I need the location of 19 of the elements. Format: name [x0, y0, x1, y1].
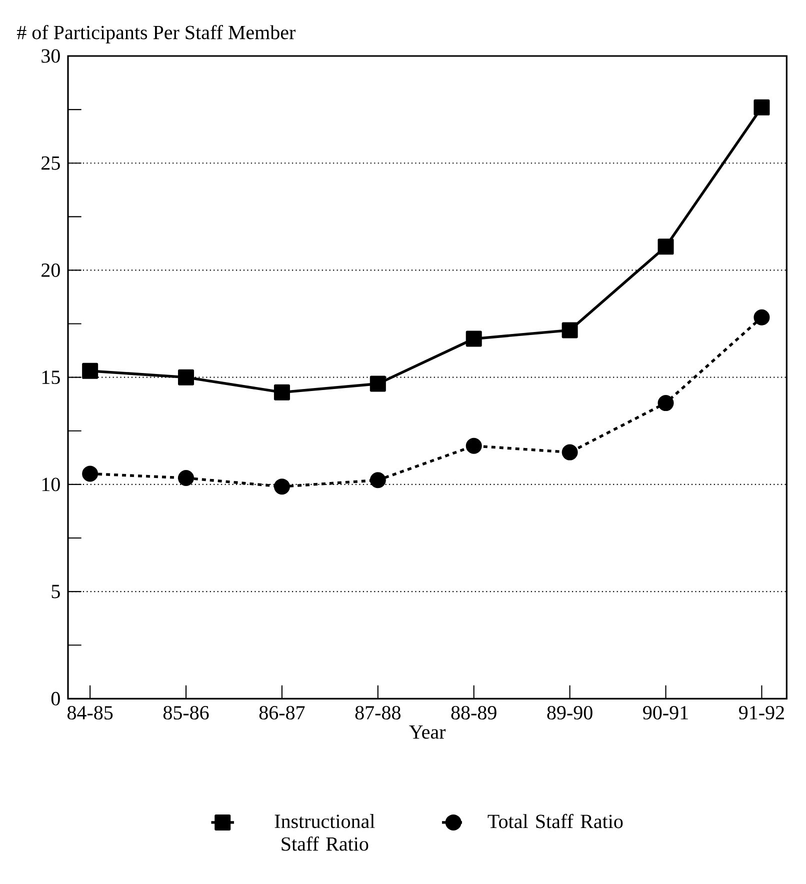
x-tick-label: 84-85 [67, 706, 113, 720]
y-tick-label: 25 [42, 156, 60, 170]
y-tick-label: 15 [42, 370, 60, 384]
x-tick-label: 89-90 [547, 706, 592, 720]
x-tick-label: 91-92 [739, 706, 784, 720]
x-axis-title: Year [409, 726, 446, 739]
y-tick-label: 5 [52, 584, 60, 598]
x-tick-label: 86-87 [259, 706, 305, 720]
y-tick-label: 10 [42, 478, 60, 492]
x-tick-label: 87-88 [355, 706, 400, 720]
legend-label: Instructional Staff Ratio [274, 814, 375, 851]
y-axis-title: # of Participants Per Staff Member [17, 24, 296, 44]
y-tick-label: 0 [51, 692, 60, 706]
legend-label: Total Staff Ratio [488, 814, 623, 828]
x-tick-label: 88-89 [451, 706, 496, 720]
x-tick-label: 85-86 [163, 706, 209, 720]
y-tick-label: 30 [42, 49, 60, 63]
y-tick-label: 20 [42, 263, 60, 277]
x-tick-label: 90-91 [643, 706, 688, 720]
